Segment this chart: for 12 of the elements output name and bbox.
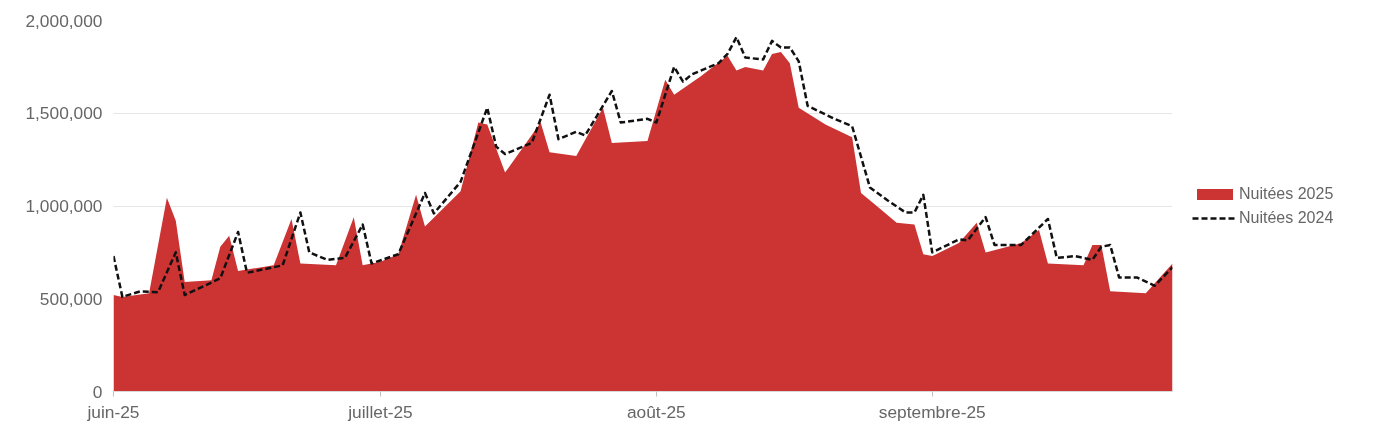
line-series: [113, 35, 1173, 299]
x-tick-label: juin-25: [86, 401, 140, 422]
x-tick-label: septembre-25: [878, 401, 986, 422]
y-tick-label: 0: [92, 381, 103, 402]
y-tick-label: 2,000,000: [25, 10, 103, 31]
x-tick-label: août-25: [626, 401, 686, 422]
y-tick-label: 1,000,000: [25, 196, 103, 216]
x-tick-label: juillet-25: [347, 401, 413, 422]
legend-label: Nuitées 2025: [1239, 184, 1334, 203]
legend-label: Nuitées 2024: [1239, 208, 1334, 227]
y-tick-label: 500,000: [39, 288, 103, 309]
y-tick-label: 1,500,000: [25, 103, 103, 124]
